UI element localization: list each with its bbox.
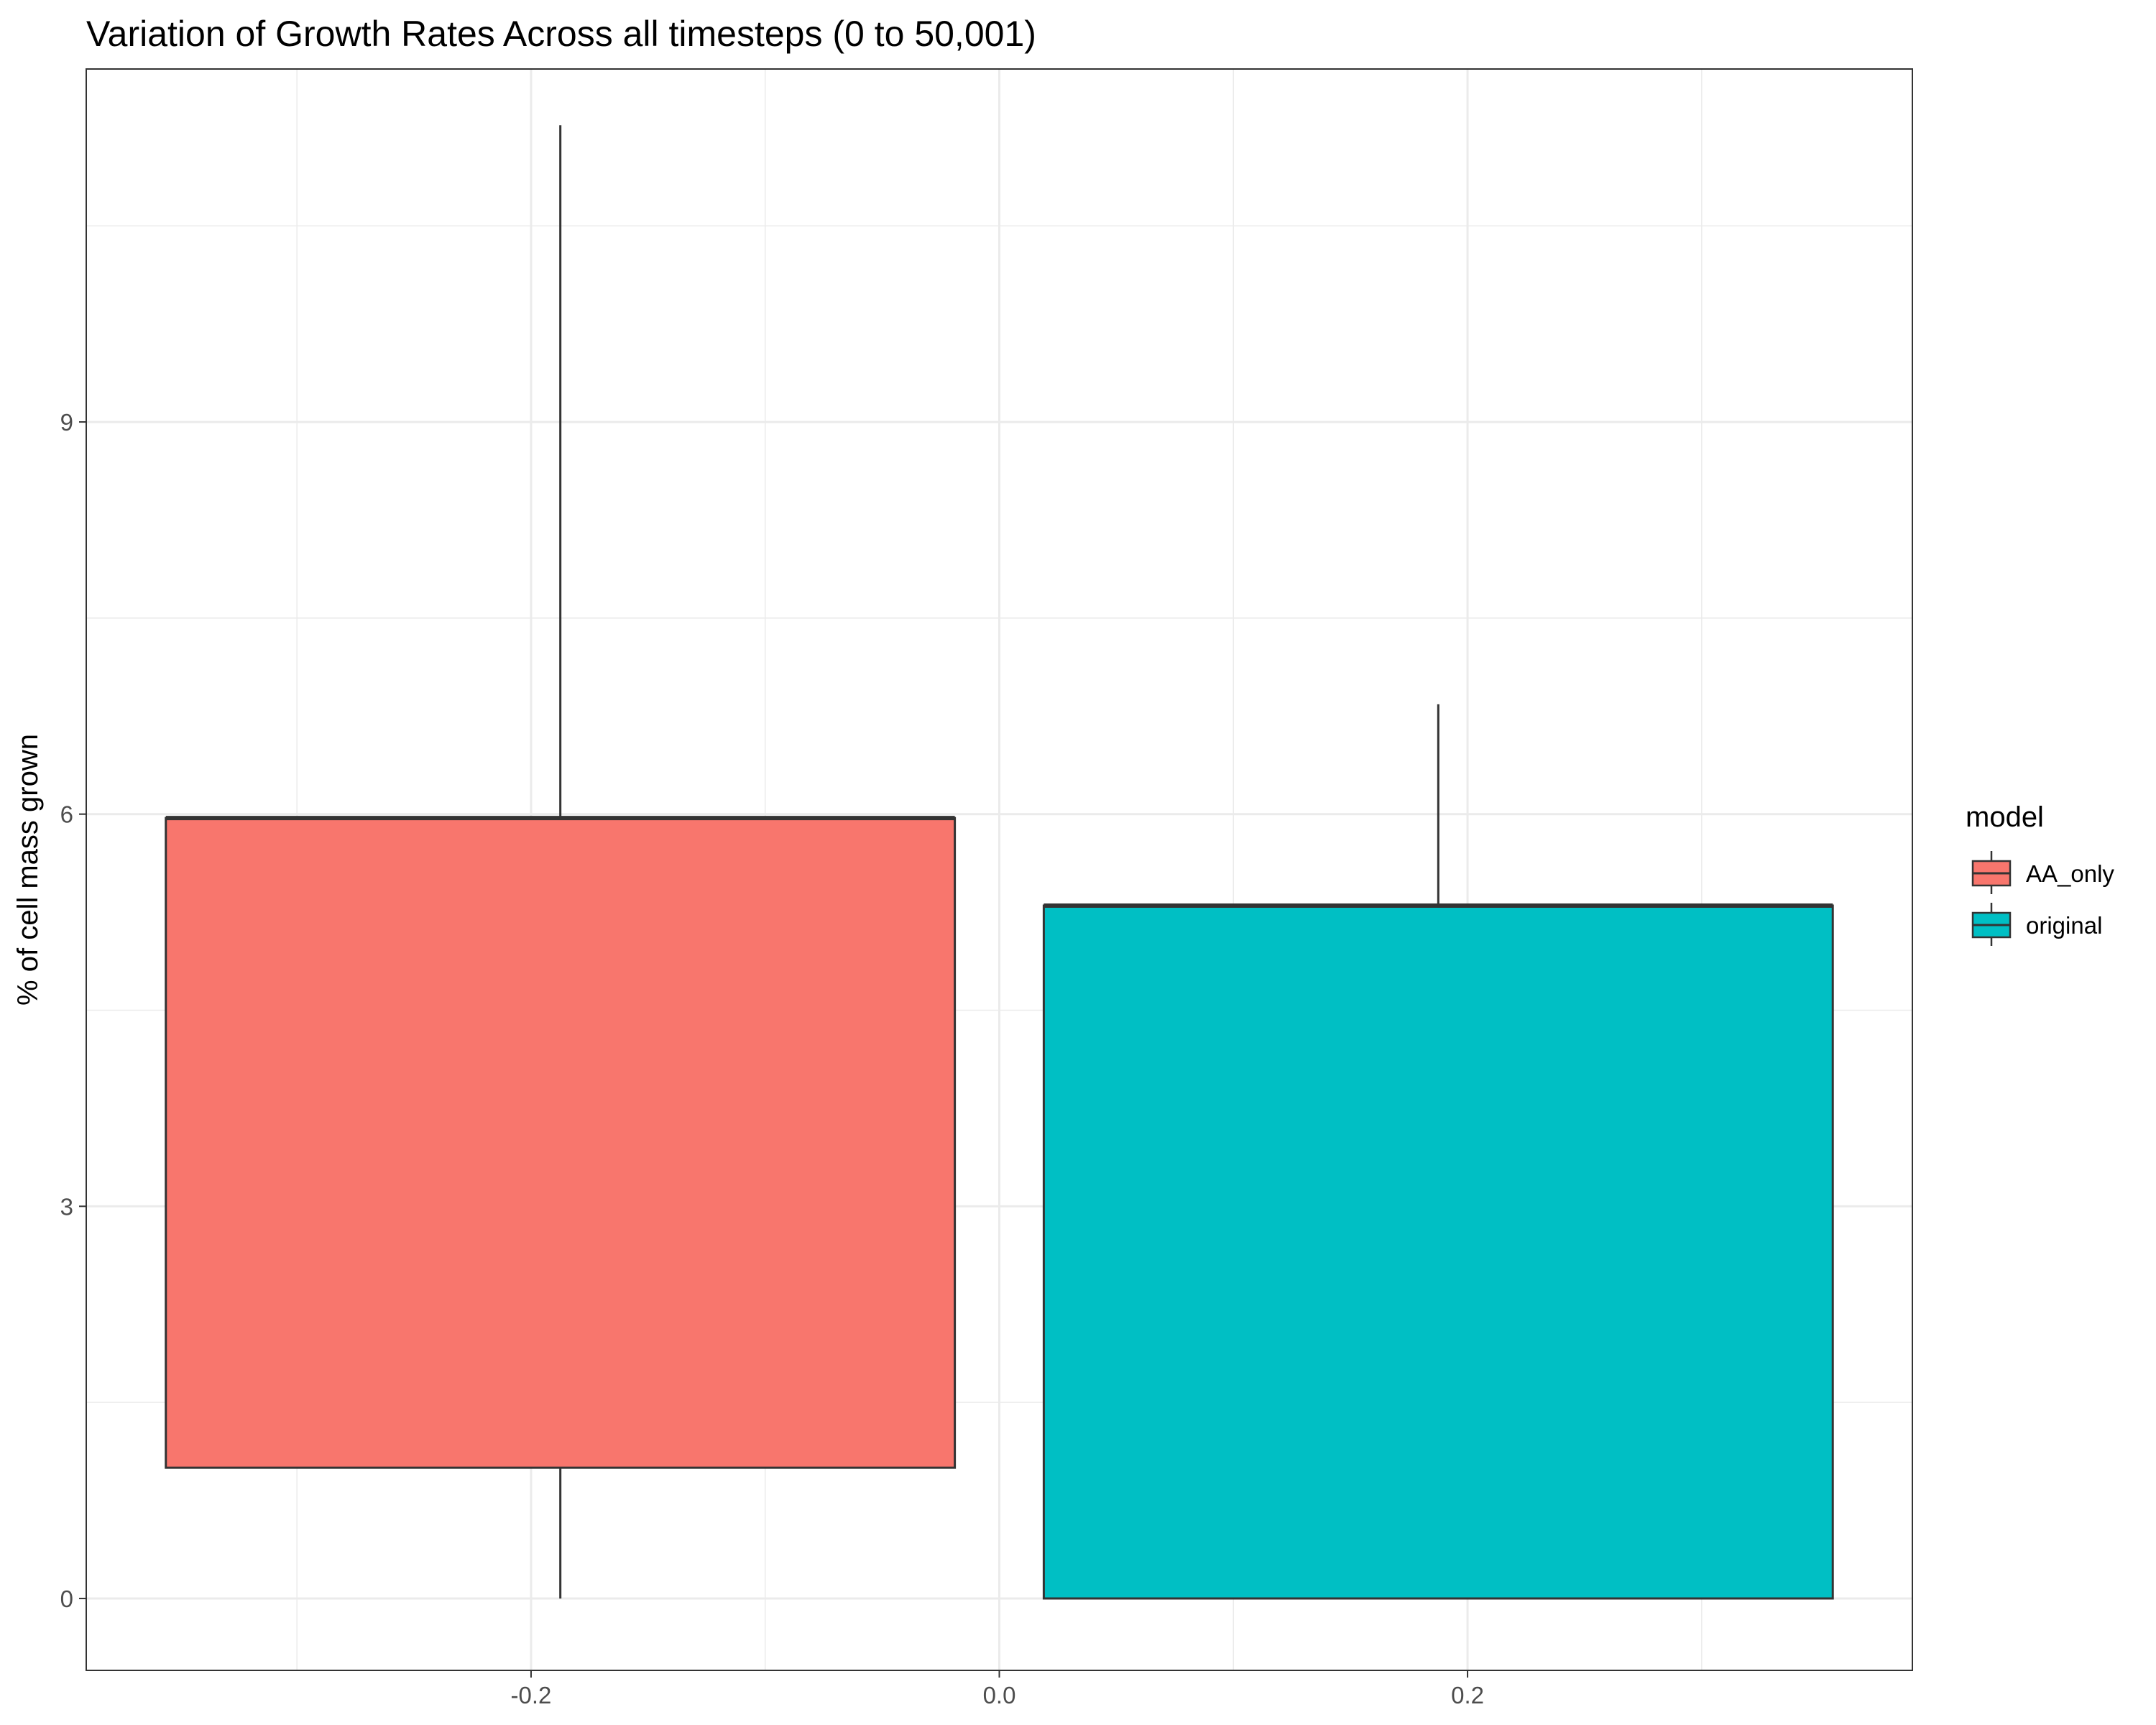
- box-body-aa-only: [165, 816, 957, 1469]
- legend-item-aa-only: AA_only: [1971, 851, 2114, 894]
- legend-label-aa-only: AA_only: [2026, 860, 2114, 887]
- legend-label-original: original: [2026, 912, 2102, 939]
- x-axis: -0.2 0.0 0.2: [511, 1670, 1484, 1708]
- chart-title: Variation of Growth Rates Across all tim…: [86, 14, 1036, 54]
- y-axis: 0 3 6 9: [60, 409, 86, 1612]
- x-tick-label: 0.0: [983, 1682, 1016, 1708]
- legend-title: model: [1966, 801, 2044, 833]
- box-body-original: [1042, 904, 1834, 1600]
- y-tick-label: 3: [60, 1193, 73, 1220]
- y-tick-label: 6: [60, 801, 73, 828]
- legend-item-original: original: [1971, 903, 2102, 946]
- box-aa-only: [165, 125, 957, 1598]
- x-tick-label: 0.2: [1451, 1682, 1484, 1708]
- x-tick-label: -0.2: [511, 1682, 552, 1708]
- boxplot-series: [165, 125, 1834, 1600]
- legend: model AA_only original: [1966, 801, 2114, 946]
- y-axis-title: % of cell mass grown: [12, 734, 44, 1006]
- y-tick-label: 0: [60, 1586, 73, 1612]
- y-tick-label: 9: [60, 409, 73, 436]
- box-original: [1042, 704, 1834, 1600]
